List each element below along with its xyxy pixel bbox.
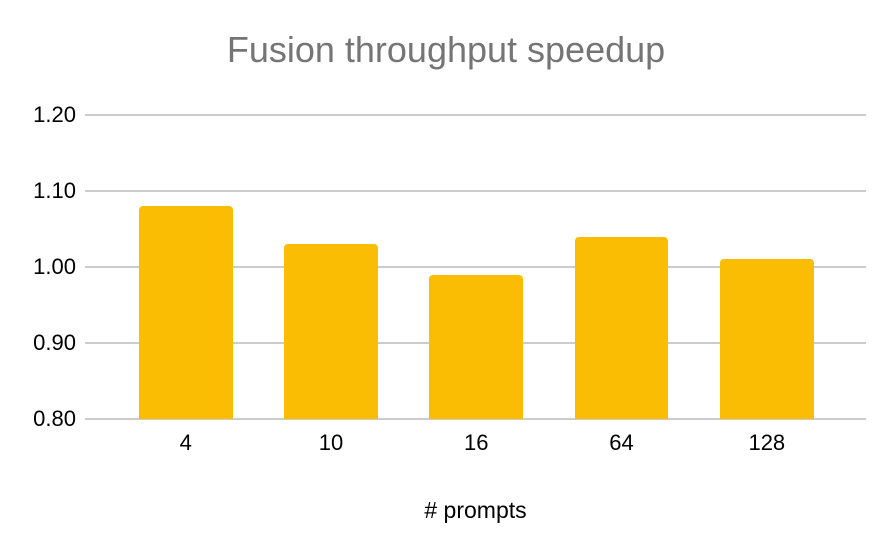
y-tick-label: 0.80 bbox=[33, 406, 76, 431]
y-tick-label: 1.10 bbox=[33, 178, 76, 203]
x-axis: 4 10 16 64 128 bbox=[85, 431, 866, 455]
gridline bbox=[85, 418, 866, 420]
x-tick-label: 4 bbox=[179, 430, 192, 455]
bar-10 bbox=[284, 244, 378, 419]
x-axis-title: # prompts bbox=[424, 497, 527, 523]
y-tick-label: 1.00 bbox=[33, 254, 76, 279]
bar-4 bbox=[138, 206, 233, 419]
bar-128 bbox=[719, 259, 814, 419]
y-axis: 1.20 1.10 1.00 0.90 0.80 bbox=[0, 103, 76, 431]
bar-64 bbox=[574, 236, 669, 419]
gridline bbox=[85, 266, 866, 268]
gridline bbox=[85, 190, 866, 192]
bar-16 bbox=[429, 274, 524, 419]
x-tick-label: 64 bbox=[609, 430, 634, 455]
gridline bbox=[85, 114, 866, 116]
x-tick-label: 128 bbox=[748, 430, 786, 455]
x-tick-label: 10 bbox=[318, 430, 344, 455]
chart-title: Fusion throughput speedup bbox=[226, 29, 666, 70]
x-tick-label: 16 bbox=[464, 430, 489, 455]
y-tick-label: 1.20 bbox=[33, 102, 76, 127]
plot-area bbox=[85, 114, 866, 420]
y-tick-label: 0.90 bbox=[33, 330, 76, 355]
